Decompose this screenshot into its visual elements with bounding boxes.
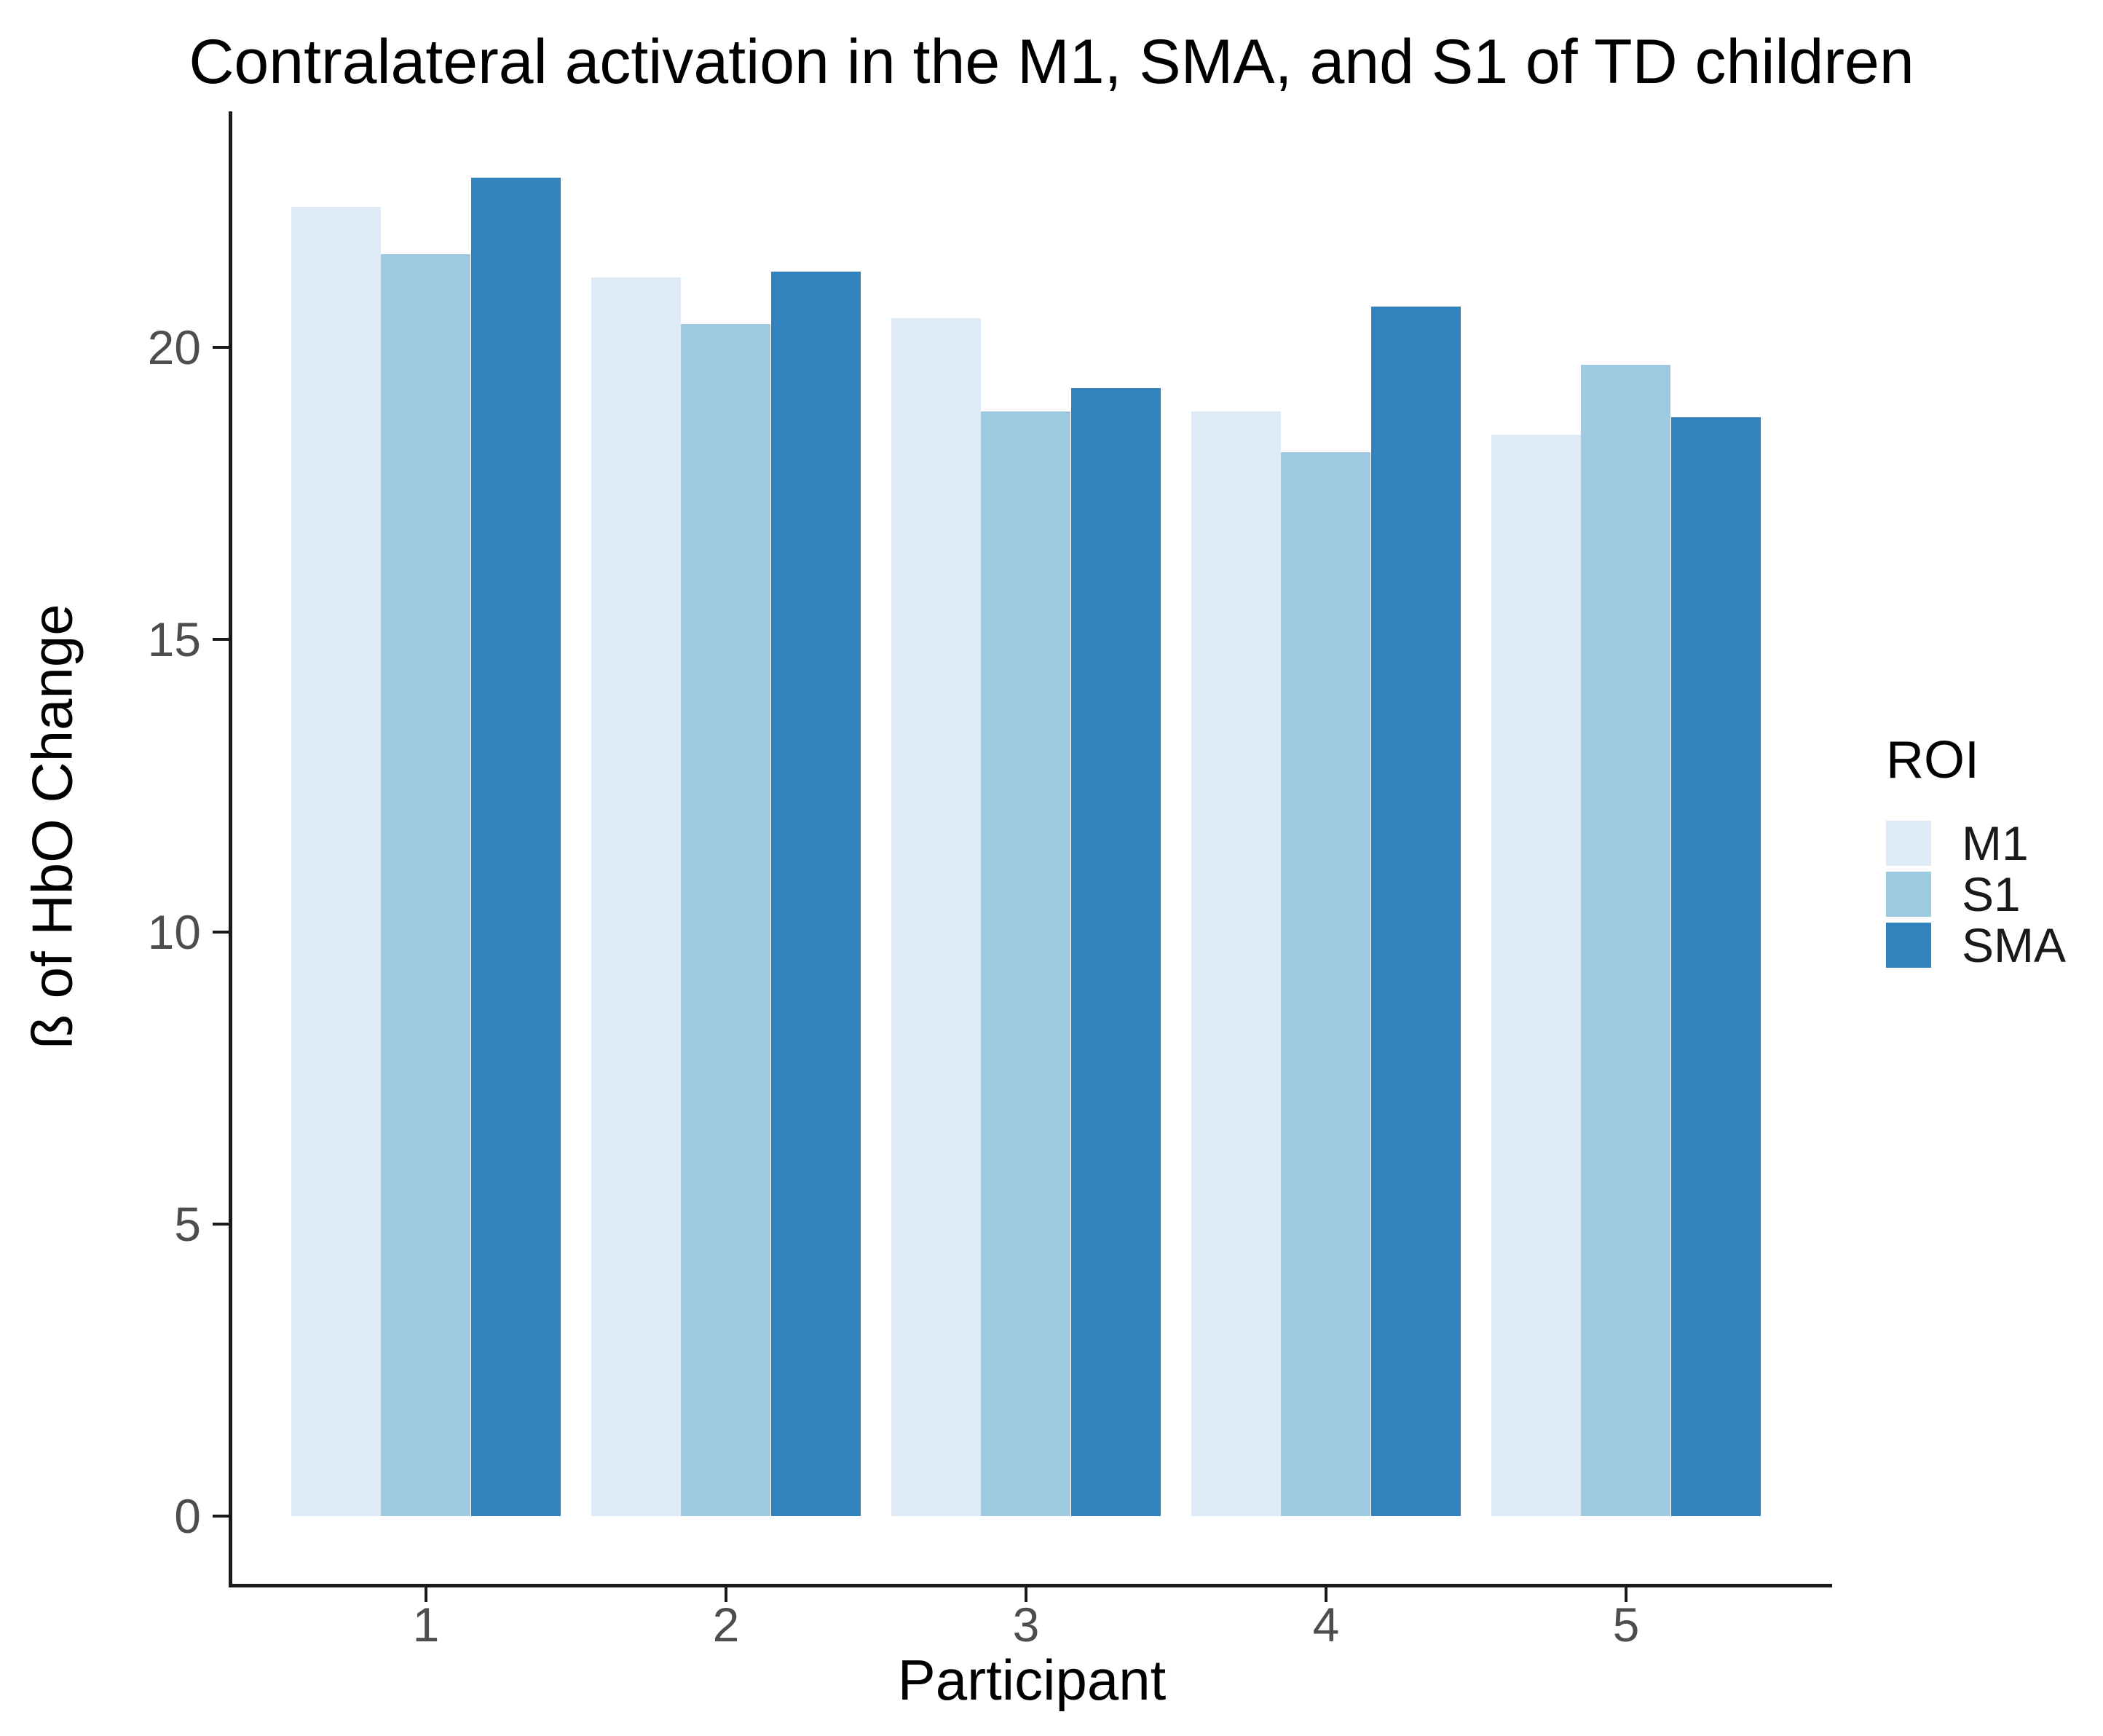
x-tick-3 xyxy=(1025,1587,1027,1602)
bar-s1-participant-5 xyxy=(1581,365,1670,1516)
x-tick-label-5: 5 xyxy=(1612,1598,1640,1652)
bar-m1-participant-3 xyxy=(891,318,981,1516)
y-tick-label-20: 20 xyxy=(147,320,201,374)
legend-item-sma: SMA xyxy=(1886,920,2066,971)
x-axis-line xyxy=(229,1584,1832,1587)
bar-m1-participant-1 xyxy=(291,207,381,1516)
legend-label-s1: S1 xyxy=(1962,867,2021,921)
x-tick-5 xyxy=(1625,1587,1627,1602)
bar-s1-participant-1 xyxy=(381,254,470,1516)
x-tick-1 xyxy=(425,1587,427,1602)
legend: ROI M1 S1 SMA xyxy=(1886,730,2066,971)
bar-sma-participant-3 xyxy=(1071,388,1161,1516)
legend-item-s1: S1 xyxy=(1886,869,2066,920)
y-tick-0 xyxy=(213,1515,229,1518)
x-tick-4 xyxy=(1325,1587,1327,1602)
bar-sma-participant-2 xyxy=(771,272,861,1516)
bar-s1-participant-2 xyxy=(681,324,770,1516)
legend-swatch-sma xyxy=(1886,923,1931,968)
legend-label-sma: SMA xyxy=(1962,918,2067,972)
legend-title: ROI xyxy=(1886,731,1980,789)
x-tick-2 xyxy=(725,1587,727,1602)
y-axis-title: ß of HbO Change xyxy=(20,604,84,1049)
chart-title: Contralateral activation in the M1, SMA,… xyxy=(189,27,1914,97)
x-tick-label-4: 4 xyxy=(1312,1598,1340,1652)
bar-sma-participant-1 xyxy=(471,178,561,1516)
legend-label-m1: M1 xyxy=(1962,816,2029,870)
bar-s1-participant-3 xyxy=(981,411,1070,1516)
y-tick-label-15: 15 xyxy=(147,612,201,667)
bar-m1-participant-4 xyxy=(1191,411,1281,1516)
bar-m1-participant-2 xyxy=(591,277,681,1516)
x-tick-label-3: 3 xyxy=(1012,1598,1040,1652)
x-tick-label-1: 1 xyxy=(412,1598,440,1652)
legend-rows: M1 S1 SMA xyxy=(1886,818,2066,971)
y-tick-label-5: 5 xyxy=(174,1196,201,1251)
x-tick-label-2: 2 xyxy=(712,1598,740,1652)
y-tick-label-0: 0 xyxy=(174,1489,201,1543)
y-tick-10 xyxy=(213,930,229,934)
y-tick-20 xyxy=(213,346,229,349)
bar-sma-participant-4 xyxy=(1371,307,1461,1516)
bar-s1-participant-4 xyxy=(1281,452,1370,1516)
bar-sma-participant-5 xyxy=(1671,417,1761,1516)
legend-item-m1: M1 xyxy=(1886,818,2066,869)
x-axis-title: Participant xyxy=(897,1648,1167,1712)
bar-m1-participant-5 xyxy=(1491,435,1581,1516)
legend-swatch-s1 xyxy=(1886,872,1931,917)
y-tick-label-10: 10 xyxy=(147,904,201,959)
y-tick-5 xyxy=(213,1222,229,1226)
y-tick-15 xyxy=(213,638,229,642)
y-axis-line xyxy=(229,111,232,1587)
legend-swatch-m1 xyxy=(1886,821,1931,866)
